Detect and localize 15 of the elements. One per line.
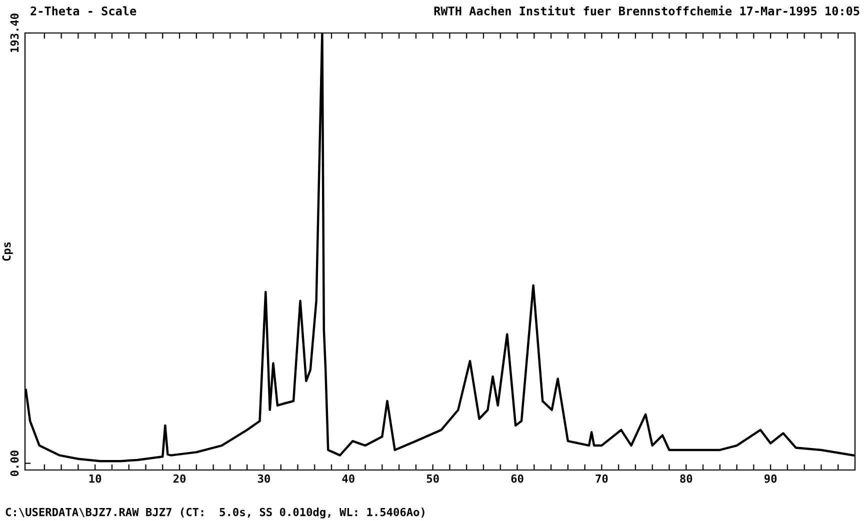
x-tick-label: 60: [511, 474, 524, 483]
x-tick-label: 80: [680, 474, 692, 483]
y-tick-label: 193.40: [10, 14, 19, 52]
y-tick-label: 0.00: [10, 450, 19, 476]
chart-title: 2-Theta - Scale: [30, 6, 136, 16]
chart-subtitle: RWTH Aachen Institut fuer Brennstoffchemie 17-Mar-1995 10:05: [434, 6, 860, 16]
x-tick-label: 40: [342, 474, 354, 483]
text: C:\USERDATA\BJZ7.RAW BJZ7 (CT: 5.0s, SS 0.010dg, WL: 1.5406Ao): [6, 508, 424, 518]
x-tick-label: 20: [173, 474, 186, 483]
x-tick-label: 30: [258, 474, 270, 483]
x-tick-label: 10: [89, 474, 102, 483]
x-tick-label: 90: [764, 474, 777, 483]
x-tick-label: 50: [426, 474, 439, 483]
x-tick-label: 70: [596, 474, 608, 483]
y-axis-title: Cps: [2, 242, 13, 261]
